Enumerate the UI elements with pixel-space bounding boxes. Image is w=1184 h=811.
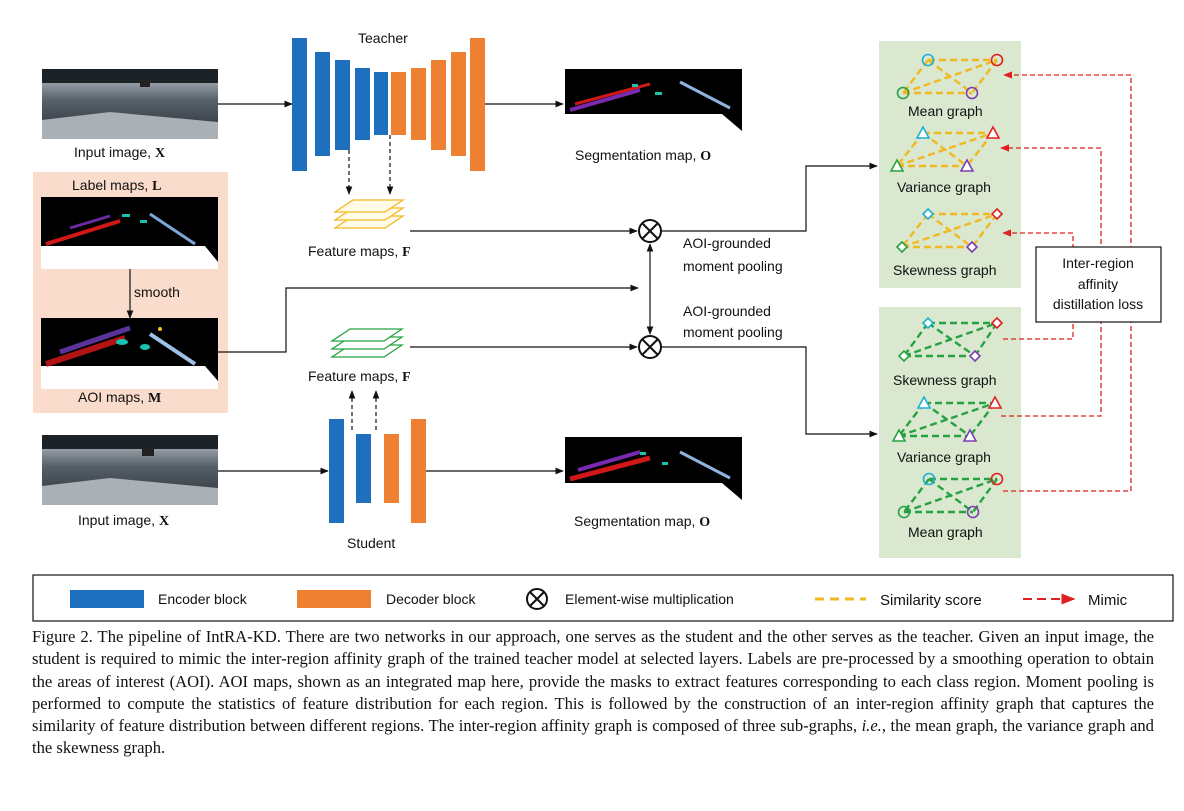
student-input-image <box>42 435 218 505</box>
student-decoder-block <box>384 434 399 503</box>
teacher-pooling-label-2: moment pooling <box>683 258 783 274</box>
student-segmentation-caption: Segmentation map, O <box>574 513 710 530</box>
teacher-encoder-block <box>292 38 307 171</box>
student-label: Student <box>347 535 395 551</box>
teacher-mean-graph-label: Mean graph <box>908 103 983 119</box>
distillation-loss-box: Inter-region affinity distillation loss <box>1035 246 1162 323</box>
label-maps-caption: Label maps, L <box>72 177 162 194</box>
student-mean-graph-label: Mean graph <box>908 524 983 540</box>
legend-encoder-label: Encoder block <box>158 591 248 607</box>
legend-decoder-label: Decoder block <box>386 591 476 607</box>
teacher-encoder-block <box>374 72 388 135</box>
teacher-skewness-graph-label: Skewness graph <box>893 262 997 278</box>
loss-label-3: distillation loss <box>1053 296 1143 312</box>
teacher-decoder-block <box>470 38 485 171</box>
teacher-skewness-graph <box>895 207 1004 254</box>
label-map-image <box>41 197 218 269</box>
teacher-input-caption: Input image, X <box>74 144 165 161</box>
student-pooling-label-2: moment pooling <box>683 324 783 340</box>
pipeline-figure: Label maps, L smooth AOI maps, M Input i… <box>32 30 1174 622</box>
legend: Encoder block Decoder block Element-wise… <box>32 574 1174 622</box>
teacher-feature-maps-caption: Feature maps, F <box>308 243 411 260</box>
aoi-map-image <box>41 318 218 389</box>
loss-label-1: Inter-region <box>1062 255 1134 271</box>
student-encoder-block <box>356 434 371 503</box>
student-mean-graph <box>897 472 1004 519</box>
student-decoder-block <box>411 419 426 523</box>
teacher-encoder-block <box>335 60 350 150</box>
student-network <box>329 419 426 523</box>
aoi-maps-caption: AOI maps, M <box>78 389 161 406</box>
student-multiply-node <box>638 335 662 359</box>
legend-decoder-swatch <box>297 590 371 608</box>
teacher-variance-graph <box>889 125 1001 172</box>
teacher-encoder-block <box>315 52 330 156</box>
student-skewness-graph <box>897 316 1004 363</box>
teacher-feature-maps <box>332 199 406 229</box>
teacher-encoder-block <box>355 68 370 140</box>
loss-label-2: affinity <box>1078 276 1118 292</box>
caption-text: Figure 2. The pipeline of IntRA-KD. Ther… <box>32 627 1154 736</box>
teacher-label: Teacher <box>358 30 408 46</box>
teacher-segmentation-image <box>565 69 742 141</box>
caption-italic: i.e. <box>861 716 882 736</box>
figure-caption: Figure 2. The pipeline of IntRA-KD. Ther… <box>32 626 1154 760</box>
student-encoder-block <box>329 419 344 523</box>
student-variance-graph-label: Variance graph <box>897 449 991 465</box>
legend-multiply-label: Element-wise multiplication <box>565 591 734 607</box>
student-feature-maps-caption: Feature maps, F <box>308 368 411 385</box>
student-variance-graph <box>891 395 1003 442</box>
teacher-pooling-label-1: AOI-grounded <box>683 235 771 251</box>
student-pooling-label-1: AOI-grounded <box>683 303 771 319</box>
teacher-decoder-block <box>431 60 446 150</box>
caption-text-end: , the mean graph, the variance graph and… <box>32 716 1154 758</box>
legend-similarity-label: Similarity score <box>880 592 982 609</box>
student-segmentation-image <box>565 437 742 508</box>
teacher-multiply-node <box>638 219 662 243</box>
student-skewness-graph-label: Skewness graph <box>893 372 997 388</box>
teacher-segmentation-caption: Segmentation map, O <box>575 147 711 164</box>
teacher-variance-graph-label: Variance graph <box>897 179 991 195</box>
teacher-mean-graph <box>896 53 1004 100</box>
teacher-decoder-block <box>411 68 426 140</box>
multiply-icon <box>526 588 548 610</box>
teacher-input-image <box>42 69 218 139</box>
legend-mimic-label: Mimic <box>1088 592 1128 609</box>
student-input-caption: Input image, X <box>78 512 169 529</box>
smooth-label: smooth <box>134 284 180 300</box>
teacher-network <box>292 38 485 171</box>
student-feature-maps <box>329 328 405 358</box>
teacher-decoder-block <box>451 52 466 156</box>
teacher-decoder-block <box>391 72 406 135</box>
legend-encoder-swatch <box>70 590 144 608</box>
